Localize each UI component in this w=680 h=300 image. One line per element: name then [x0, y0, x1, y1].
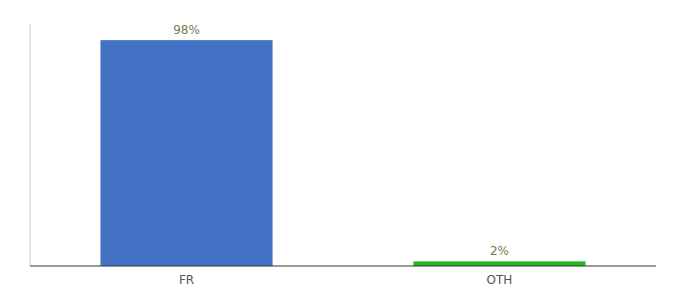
data-label: 2% — [490, 244, 509, 258]
bar — [413, 261, 585, 266]
bar — [100, 40, 272, 266]
chart-container: FR OTH 98% 2% — [0, 0, 680, 300]
x-tick-label: FR — [179, 273, 194, 287]
bars — [100, 40, 585, 266]
chart: FR OTH 98% 2% — [0, 0, 680, 300]
y-axis-line — [30, 24, 31, 266]
x-axis-line — [30, 265, 656, 266]
x-tick-label: OTH — [487, 273, 513, 287]
data-label: 98% — [173, 23, 200, 37]
